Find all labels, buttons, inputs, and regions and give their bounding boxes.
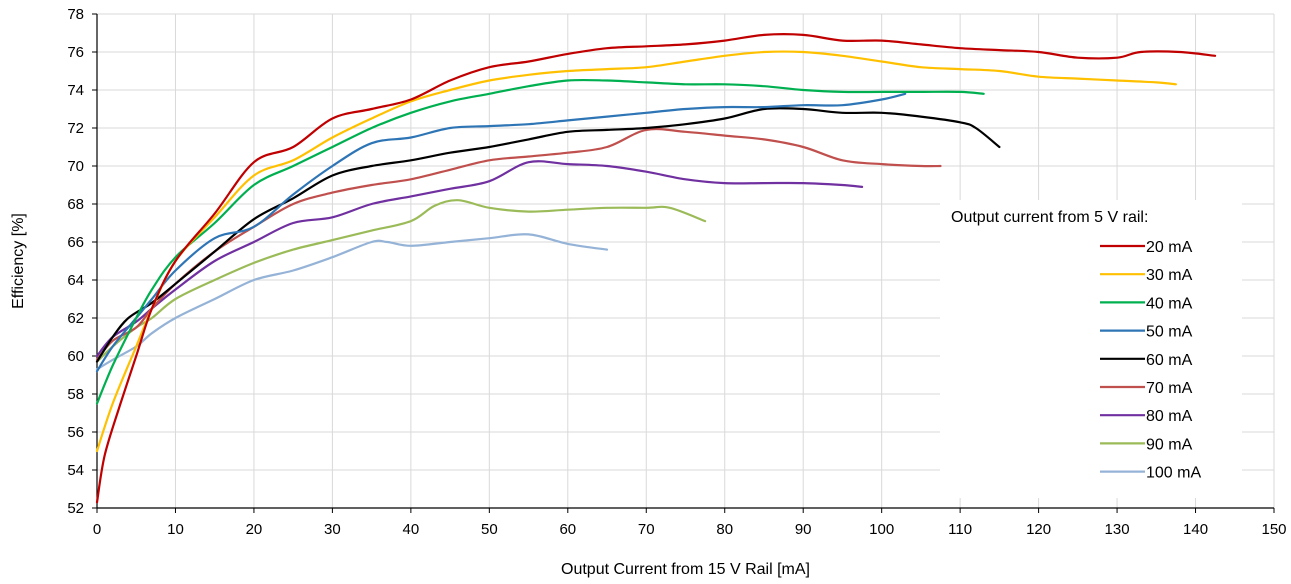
legend-label-60-ma: 60 mA bbox=[1146, 352, 1193, 369]
x-tick-label: 140 bbox=[1183, 521, 1208, 538]
x-tick-label: 10 bbox=[167, 521, 184, 538]
legend-background bbox=[940, 200, 1242, 498]
x-tick-label: 80 bbox=[716, 521, 733, 538]
legend-items: 20 mA 30 mA 40 mA 50 mA 60 mA 70 mA 80 mA 90 mA… bbox=[1100, 239, 1201, 482]
series-line-30-ma bbox=[95, 50, 1177, 453]
y-tick-label: 70 bbox=[67, 158, 84, 175]
y-axis-label: Efficiency [%] bbox=[10, 213, 27, 309]
series-line-80-ma bbox=[95, 160, 864, 358]
x-tick-label: 90 bbox=[795, 521, 812, 538]
y-tick-label: 74 bbox=[67, 82, 84, 99]
x-tick-label: 20 bbox=[246, 521, 263, 538]
legend-title: Output current from 5 V rail: bbox=[951, 209, 1148, 226]
series-line-100-ma bbox=[95, 233, 609, 371]
legend-label-90-ma: 90 mA bbox=[1146, 436, 1193, 453]
y-tick-label: 76 bbox=[67, 44, 84, 61]
x-tick-label: 110 bbox=[948, 521, 972, 538]
y-tick-label: 62 bbox=[67, 310, 84, 327]
legend-label-100-ma: 100 mA bbox=[1146, 465, 1201, 482]
legend-label-80-ma: 80 mA bbox=[1146, 408, 1193, 425]
legend-label-50-ma: 50 mA bbox=[1146, 324, 1193, 341]
y-tick-labels: 52 54 56 58 60 62 64 66 68 70 72 74 76 78 bbox=[67, 6, 84, 517]
legend-label-70-ma: 70 mA bbox=[1146, 380, 1193, 397]
y-tick-label: 72 bbox=[67, 120, 84, 137]
series-line-40-ma bbox=[95, 78, 985, 405]
y-tick-label: 68 bbox=[67, 196, 84, 213]
x-tick-labels: 0 10 20 30 40 50 60 70 80 90 100 110 120 130 140 150 bbox=[93, 521, 1287, 538]
x-tick-label: 40 bbox=[403, 521, 420, 538]
x-tick-label: 30 bbox=[324, 521, 341, 538]
x-axis-label: Output Current from 15 V Rail [mA] bbox=[561, 561, 810, 578]
y-tick-label: 56 bbox=[67, 424, 84, 441]
x-tick-label: 150 bbox=[1261, 521, 1286, 538]
y-tick-label: 78 bbox=[67, 6, 84, 23]
legend-label-20-ma: 20 mA bbox=[1146, 239, 1193, 256]
x-tick-label: 70 bbox=[638, 521, 655, 538]
series-line-60-ma bbox=[95, 107, 1001, 363]
x-tick-label: 130 bbox=[1105, 521, 1130, 538]
y-tick-label: 52 bbox=[67, 500, 84, 517]
series-line-20-ma bbox=[95, 33, 1217, 504]
y-tick-label: 54 bbox=[67, 462, 84, 479]
x-tick-label: 100 bbox=[869, 521, 894, 538]
legend-label-30-ma: 30 mA bbox=[1146, 267, 1193, 284]
series-lines bbox=[95, 33, 1217, 504]
x-tick-label: 60 bbox=[559, 521, 576, 538]
legend-label-40-ma: 40 mA bbox=[1146, 295, 1193, 312]
x-tick-label: 50 bbox=[481, 521, 498, 538]
legend: Output current from 5 V rail: 20 mA 30 mA… bbox=[940, 200, 1242, 498]
series-line-90-ma bbox=[95, 199, 707, 363]
x-tick-label: 0 bbox=[93, 521, 101, 538]
y-tick-label: 60 bbox=[67, 348, 84, 365]
y-tick-label: 64 bbox=[67, 272, 84, 289]
y-tick-label: 66 bbox=[67, 234, 84, 251]
x-tick-label: 120 bbox=[1026, 521, 1051, 538]
series-line-50-ma bbox=[95, 92, 907, 373]
axes bbox=[92, 13, 1275, 513]
y-tick-label: 58 bbox=[67, 386, 84, 403]
